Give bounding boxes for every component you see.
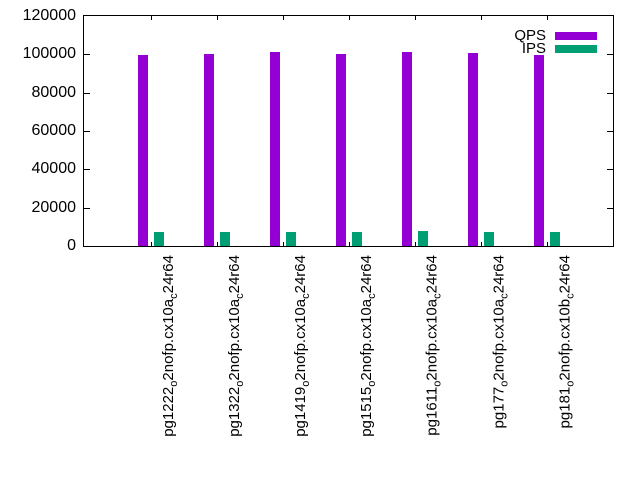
subscript-char: c [366, 293, 378, 299]
x-category-label: pg1222o2nofp.cx10ac24r64 [160, 255, 180, 437]
ips-bar [483, 231, 494, 246]
x-tick [217, 242, 218, 246]
qps-bar [335, 53, 346, 246]
qps-bar [269, 52, 280, 246]
qps-bar [467, 52, 478, 246]
subscript-char: c [564, 293, 576, 299]
y-tick [607, 54, 613, 56]
y-tick-label: 40000 [31, 160, 77, 178]
subscript-char: o [564, 380, 576, 387]
x-tick [283, 242, 284, 246]
subscript-char: c [300, 293, 312, 299]
x-tick [151, 16, 152, 20]
y-tick-label: 60000 [31, 122, 77, 139]
subscript-char: c [498, 293, 510, 299]
legend-entry-ips: IPS [514, 40, 597, 57]
qps-bar [533, 55, 544, 246]
ips-bar [351, 231, 362, 246]
qps-bar [401, 51, 412, 246]
y-tick-label: 0 [67, 237, 76, 254]
legend-swatch-ips [555, 44, 597, 53]
ips-bar [549, 231, 560, 246]
x-category-label: pg177o2nofp.cx10ac24r64 [490, 255, 510, 429]
x-tick [415, 242, 416, 246]
ips-bar [417, 231, 428, 246]
subscript-char: c [234, 293, 246, 299]
y-tick [607, 92, 613, 94]
x-tick [481, 16, 482, 20]
x-tick [415, 16, 416, 20]
subscript-char: c [168, 293, 180, 299]
y-tick-label: 20000 [31, 198, 77, 216]
x-tick [349, 16, 350, 20]
x-tick [349, 242, 350, 246]
subscript-char: o [234, 380, 246, 387]
y-tick-label: 100000 [22, 45, 76, 63]
x-tick [547, 242, 548, 246]
y-tick [607, 207, 613, 209]
x-category-label: pg1419o2nofp.cx10ac24r64 [292, 255, 312, 437]
x-tick [217, 16, 218, 20]
y-tick-label: 120000 [22, 7, 76, 24]
x-category-label: pg1322o2nofp.cx10ac24r64 [226, 255, 246, 437]
legend-label: IPS [521, 40, 546, 57]
subscript-char: o [168, 380, 180, 387]
subscript-char: c [432, 293, 444, 299]
y-tick [84, 92, 90, 94]
ips-bar [153, 231, 164, 246]
y-tick [84, 169, 90, 171]
y-tick [84, 54, 90, 56]
x-category-label: pg181o2nofp.cx10bc24r64 [556, 255, 576, 429]
subscript-char: o [432, 380, 444, 387]
qps-bar [203, 53, 214, 246]
y-tick [607, 131, 613, 132]
y-tick-label: 80000 [31, 83, 77, 101]
subscript-char: o [300, 380, 312, 387]
ips-bar [219, 231, 230, 246]
legend-swatch-qps [555, 31, 597, 40]
legend-entry-qps: QPS [514, 27, 597, 44]
qps-bar [137, 55, 148, 246]
y-tick [84, 207, 90, 209]
x-tick [283, 16, 284, 20]
legend-label: QPS [514, 27, 546, 44]
x-tick [481, 242, 482, 246]
x-tick [151, 242, 152, 246]
x-category-label: pg1611o2nofp.cx10ac24r64 [424, 255, 444, 436]
legend: QPS IPS [514, 27, 597, 57]
y-tick [84, 131, 90, 132]
x-tick [547, 16, 548, 20]
x-category-label: pg1515o2nofp.cx10ac24r64 [358, 255, 378, 437]
ips-bar [285, 231, 296, 246]
subscript-char: o [366, 380, 378, 387]
y-tick [607, 169, 613, 171]
subscript-char: o [498, 380, 510, 387]
plot-area: QPS IPS [83, 15, 614, 247]
